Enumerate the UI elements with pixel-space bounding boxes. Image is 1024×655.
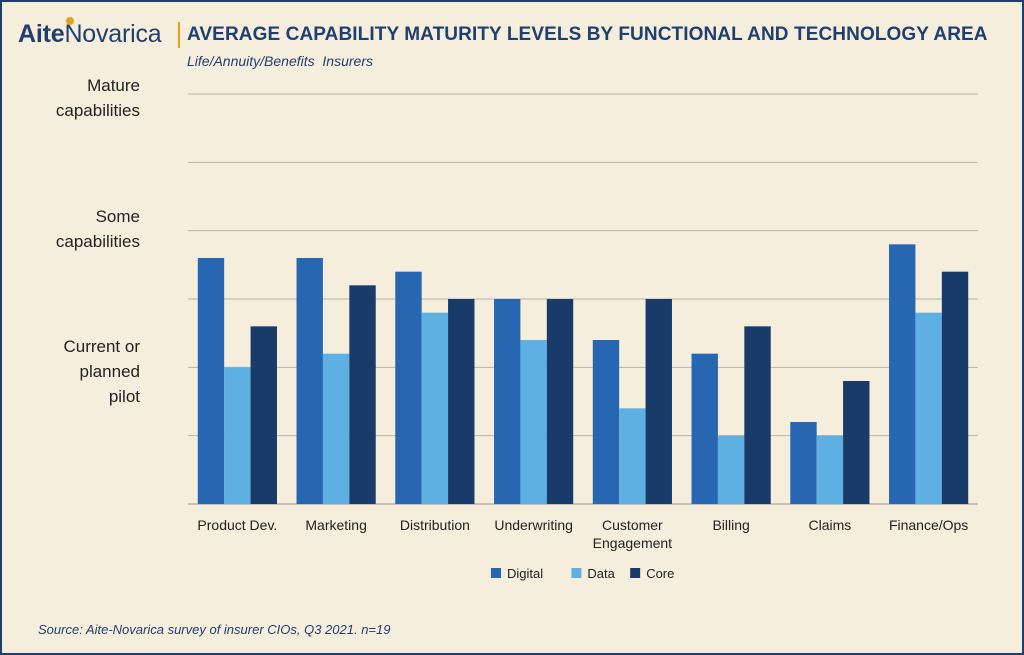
- bar-core: [349, 285, 376, 504]
- x-tick-label: Engagement: [593, 535, 673, 551]
- bar-core: [941, 271, 969, 504]
- ylevel-some: Some capabilities: [0, 204, 140, 254]
- legend-label-digital: Digital: [507, 566, 543, 581]
- ylevel-pilot-line3: pilot: [108, 387, 140, 406]
- bar-core: [843, 381, 870, 504]
- source-note: Source: Aite-Novarica survey of insurer …: [38, 622, 391, 637]
- x-tick-label: Product Dev.: [197, 517, 277, 533]
- bar-digital: [296, 258, 323, 504]
- bar-core: [645, 299, 672, 504]
- logo-dot-icon: [66, 17, 74, 25]
- x-tick-label: Billing: [712, 517, 749, 533]
- bar-core: [546, 299, 574, 504]
- bar-data: [322, 353, 350, 504]
- legend-label-core: Core: [646, 566, 674, 581]
- x-tick-label: Customer: [602, 517, 663, 533]
- ylevel-pilot-line2: planned: [79, 362, 140, 381]
- chart-title: AVERAGE CAPABILITY MATURITY LEVELS BY FU…: [187, 24, 988, 45]
- bar-digital: [197, 258, 225, 504]
- x-tick-label: Marketing: [305, 517, 366, 533]
- legend-label-data: Data: [587, 566, 615, 581]
- bar-digital: [691, 353, 718, 504]
- aite-novarica-logo: AiteNovarica: [18, 17, 162, 49]
- bar-data: [520, 340, 547, 504]
- bar-data: [717, 435, 745, 504]
- x-tick-label: Underwriting: [494, 517, 573, 533]
- chart-subtitle: Life/Annuity/Benefits Insurers: [187, 53, 373, 69]
- legend-swatch-core: [630, 568, 641, 578]
- ylevel-mature-line2: capabilities: [55, 101, 140, 120]
- bar-data: [224, 367, 251, 504]
- ylevel-mature: Mature capabilities: [0, 73, 140, 123]
- bar-digital: [790, 422, 817, 504]
- ylevel-some-line2: capabilities: [55, 232, 140, 251]
- ylevel-pilot-line1: Current or: [63, 337, 140, 356]
- bar-data: [421, 312, 449, 504]
- bar-core: [744, 326, 771, 504]
- logo-novarica-text: Novarica: [64, 20, 162, 48]
- ylevel-mature-line1: Mature: [87, 76, 140, 95]
- bar-digital: [395, 271, 422, 504]
- bar-digital: [494, 299, 521, 504]
- x-tick-label: Finance/Ops: [889, 517, 968, 533]
- bar-digital: [889, 244, 916, 505]
- logo-aite-text: Aite: [18, 20, 65, 48]
- title-divider: [178, 22, 180, 48]
- x-tick-label: Distribution: [400, 517, 470, 533]
- bar-core: [448, 299, 475, 504]
- x-tick-label: Claims: [808, 517, 851, 533]
- legend-swatch-data: [571, 568, 582, 578]
- bar-data: [816, 435, 844, 504]
- bar-core: [250, 326, 277, 504]
- ylevel-pilot: Current or planned pilot: [0, 334, 140, 409]
- legend-swatch-digital: [491, 568, 501, 578]
- bar-data: [915, 312, 942, 504]
- bar-data: [619, 408, 646, 504]
- ylevel-some-line1: Some: [95, 207, 140, 226]
- bar-digital: [592, 340, 620, 504]
